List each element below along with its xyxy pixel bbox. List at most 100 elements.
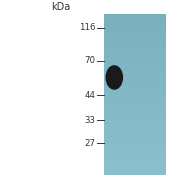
Bar — [104, 85, 166, 86]
Bar — [104, 147, 166, 148]
Bar — [104, 116, 166, 117]
Bar — [104, 158, 166, 159]
Bar — [104, 35, 166, 36]
Bar — [104, 143, 166, 144]
Bar — [104, 146, 166, 147]
Bar — [104, 167, 166, 168]
Bar — [104, 40, 166, 41]
Text: kDa: kDa — [52, 2, 71, 12]
Bar — [104, 16, 166, 17]
Bar — [104, 24, 166, 25]
Bar — [104, 19, 166, 20]
Bar — [104, 27, 166, 28]
Bar — [104, 76, 166, 77]
Bar — [104, 127, 166, 128]
Bar — [104, 71, 166, 72]
Bar — [104, 61, 166, 62]
Bar — [104, 30, 166, 31]
Bar — [104, 123, 166, 124]
Bar — [104, 125, 166, 126]
Bar — [104, 138, 166, 139]
Bar — [104, 108, 166, 109]
Bar — [104, 150, 166, 151]
Text: 33: 33 — [84, 116, 95, 125]
Bar — [104, 96, 166, 97]
Bar — [104, 81, 166, 82]
Bar — [104, 99, 166, 100]
Bar — [104, 58, 166, 59]
Bar — [104, 51, 166, 52]
Bar — [104, 67, 166, 68]
Bar — [104, 173, 166, 174]
Bar — [104, 115, 166, 116]
Bar — [104, 56, 166, 57]
Bar — [104, 90, 166, 91]
Bar — [104, 65, 166, 66]
Bar — [104, 141, 166, 142]
Bar — [104, 53, 166, 54]
Bar — [104, 86, 166, 87]
Bar — [104, 139, 166, 140]
Bar — [104, 105, 166, 106]
Text: 70: 70 — [84, 56, 95, 65]
Bar — [104, 119, 166, 120]
Bar — [104, 124, 166, 125]
Bar — [104, 83, 166, 84]
Bar — [104, 59, 166, 60]
Bar — [104, 63, 166, 64]
Bar — [104, 48, 166, 49]
Bar — [104, 109, 166, 110]
Bar — [104, 79, 166, 80]
Bar — [104, 153, 166, 154]
Bar — [104, 110, 166, 111]
Bar — [104, 97, 166, 98]
Bar — [104, 155, 166, 156]
Bar — [104, 157, 166, 158]
Bar — [104, 136, 166, 137]
Bar — [104, 15, 166, 16]
Bar — [104, 140, 166, 141]
Bar — [104, 145, 166, 146]
Bar — [104, 62, 166, 63]
Bar — [104, 137, 166, 138]
Bar — [104, 41, 166, 42]
Bar — [104, 92, 166, 93]
Bar — [104, 156, 166, 157]
Bar — [104, 37, 166, 38]
Bar — [104, 148, 166, 149]
Bar — [104, 28, 166, 29]
Bar — [104, 68, 166, 69]
Bar — [104, 75, 166, 76]
Bar — [104, 171, 166, 172]
Bar — [104, 104, 166, 105]
Bar — [104, 163, 166, 164]
Bar — [104, 106, 166, 107]
Bar — [104, 126, 166, 127]
Text: 27: 27 — [84, 139, 95, 148]
Bar — [104, 36, 166, 37]
Bar — [104, 52, 166, 53]
Bar — [104, 82, 166, 83]
Bar — [104, 121, 166, 122]
Bar — [104, 14, 166, 15]
Bar — [104, 174, 166, 175]
Bar — [104, 93, 166, 94]
Bar — [104, 88, 166, 89]
Bar — [104, 142, 166, 143]
Bar — [104, 95, 166, 96]
Bar — [104, 84, 166, 85]
Bar — [104, 29, 166, 30]
Bar — [104, 42, 166, 43]
Bar — [104, 107, 166, 108]
Bar — [104, 20, 166, 21]
Bar — [104, 43, 166, 44]
Bar — [104, 91, 166, 92]
Bar — [104, 25, 166, 26]
Bar — [104, 112, 166, 113]
Bar — [104, 72, 166, 73]
Bar — [104, 164, 166, 165]
Bar — [104, 26, 166, 27]
Bar — [104, 101, 166, 102]
Bar — [104, 80, 166, 81]
Bar — [104, 18, 166, 19]
